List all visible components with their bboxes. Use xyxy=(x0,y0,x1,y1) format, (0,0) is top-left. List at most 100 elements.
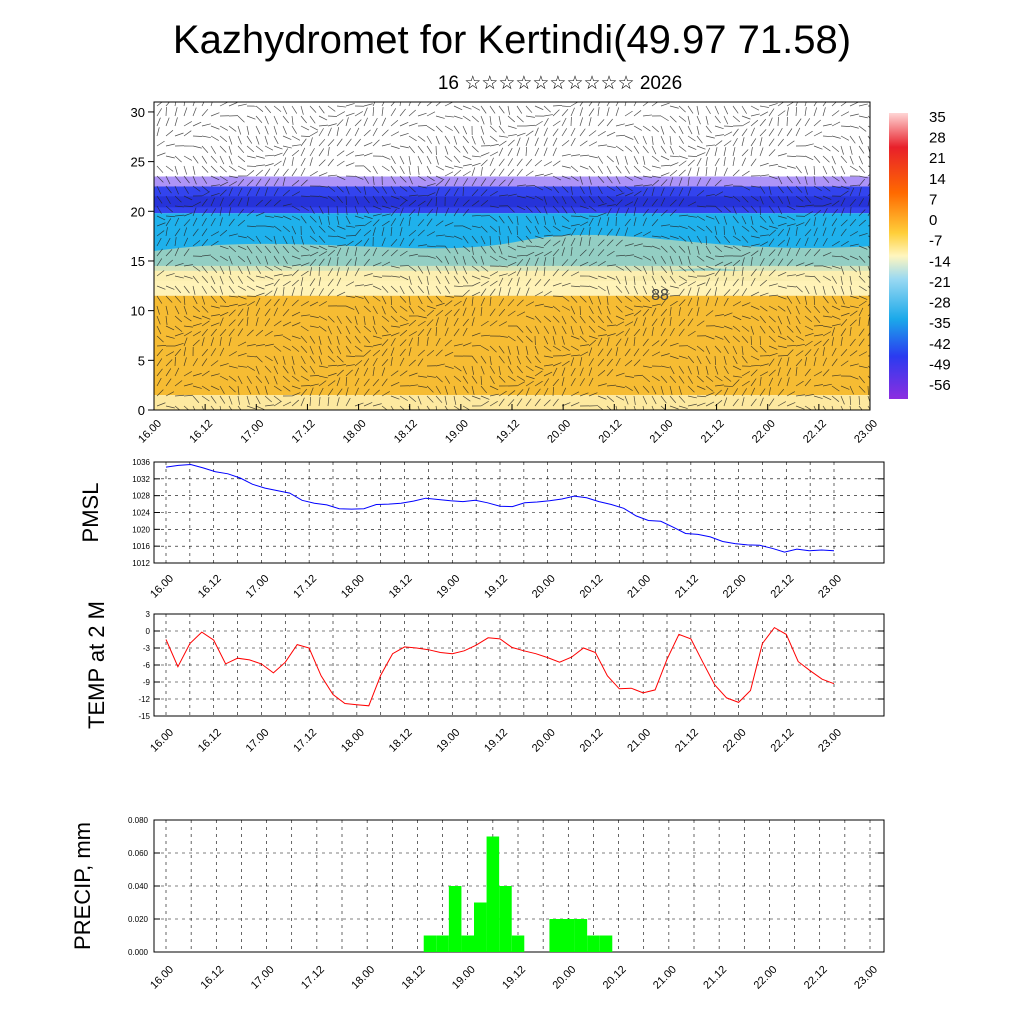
wind-barb xyxy=(552,335,556,345)
wind-barb xyxy=(804,349,812,357)
wind-barb xyxy=(696,282,706,287)
wind-barb xyxy=(453,317,459,327)
wind-barb xyxy=(597,195,604,204)
wind-barb xyxy=(264,308,271,317)
wind-barb xyxy=(543,147,548,157)
wind-barb xyxy=(867,182,870,187)
wind-barb xyxy=(291,287,296,297)
wind-barb xyxy=(579,351,589,357)
wind-barb xyxy=(804,368,811,377)
wind-barb xyxy=(327,127,332,137)
wind-barb xyxy=(228,187,233,197)
wind-barb xyxy=(489,168,496,177)
wind-barb xyxy=(345,195,348,206)
wind-barb xyxy=(174,356,176,367)
wind-barb xyxy=(660,298,667,307)
wind-barb xyxy=(291,149,300,157)
wind-barb xyxy=(813,395,823,399)
wind-barb xyxy=(174,247,179,257)
wind-barb xyxy=(651,340,660,347)
wind-barb xyxy=(642,308,650,317)
wind-barb xyxy=(327,380,336,387)
wind-barb xyxy=(651,275,657,285)
wind-barb xyxy=(669,265,674,275)
wind-barb xyxy=(309,115,316,124)
wind-barb xyxy=(804,130,813,137)
wind-barb xyxy=(201,198,208,207)
wind-barb xyxy=(345,258,352,267)
wind-barb xyxy=(273,235,277,245)
wind-barb xyxy=(840,155,848,164)
wind-barb xyxy=(705,288,712,297)
wind-barb xyxy=(201,123,211,127)
wind-barb xyxy=(525,170,534,177)
wind-barb xyxy=(480,307,483,317)
wind-barb xyxy=(669,300,678,307)
wind-barb xyxy=(291,299,299,307)
wind-barb xyxy=(219,181,229,187)
wind-barb xyxy=(300,375,309,381)
wind-barb xyxy=(345,117,349,127)
wind-barb xyxy=(408,185,416,193)
wind-barb xyxy=(210,337,214,347)
wind-barb xyxy=(228,145,232,155)
wind-barb xyxy=(723,345,729,354)
wind-barb xyxy=(183,383,193,387)
wind-barb xyxy=(372,175,375,185)
wind-barb xyxy=(525,345,529,355)
wind-barb xyxy=(426,192,436,197)
heatmap-field xyxy=(154,102,870,410)
wind-barb xyxy=(813,209,822,217)
wind-barb xyxy=(849,184,859,187)
wind-barb xyxy=(561,282,571,287)
wind-barb xyxy=(777,357,782,367)
wind-barb xyxy=(435,179,444,187)
wind-barb xyxy=(480,167,483,177)
wind-barb xyxy=(588,339,597,347)
precip-bar xyxy=(574,919,588,952)
wind-barb xyxy=(282,255,288,264)
wind-barb xyxy=(543,335,549,345)
wind-barb xyxy=(210,314,220,317)
wind-barb xyxy=(759,247,764,257)
wind-barb xyxy=(345,215,351,225)
wind-barb xyxy=(633,405,636,410)
wind-barb xyxy=(759,105,769,108)
wind-barb xyxy=(768,229,776,237)
wind-barb xyxy=(579,128,586,137)
wind-barb xyxy=(525,355,532,364)
x-tick-label: 18.00 xyxy=(339,727,367,755)
wind-barb xyxy=(732,267,736,277)
wind-barb xyxy=(174,102,177,107)
wind-barb xyxy=(597,334,607,337)
wind-barb xyxy=(453,125,460,134)
wind-barb xyxy=(669,187,675,197)
wind-barb xyxy=(615,331,624,337)
wind-barb xyxy=(705,297,710,307)
wind-barb xyxy=(651,375,660,382)
wind-barb xyxy=(462,297,467,307)
wind-barb xyxy=(372,403,382,407)
wind-barb xyxy=(723,167,728,177)
wind-barb xyxy=(480,401,489,407)
wind-barb xyxy=(786,367,792,377)
wind-barb xyxy=(201,135,211,139)
wind-barb xyxy=(471,235,478,244)
wind-barb xyxy=(849,295,859,299)
wind-barb xyxy=(813,305,821,314)
wind-barb xyxy=(651,198,658,207)
wind-barb xyxy=(390,208,397,217)
wind-barb xyxy=(309,355,316,364)
wind-barb xyxy=(219,363,229,367)
wind-barb xyxy=(696,355,702,365)
wind-barb xyxy=(327,245,337,248)
wind-barb xyxy=(732,138,738,147)
wind-barb xyxy=(552,378,560,387)
wind-barb xyxy=(741,315,751,319)
wind-barb xyxy=(318,380,327,387)
wind-barb xyxy=(453,308,460,317)
wind-barb xyxy=(246,225,256,228)
wind-barb xyxy=(426,305,436,310)
wind-barb xyxy=(579,261,589,267)
